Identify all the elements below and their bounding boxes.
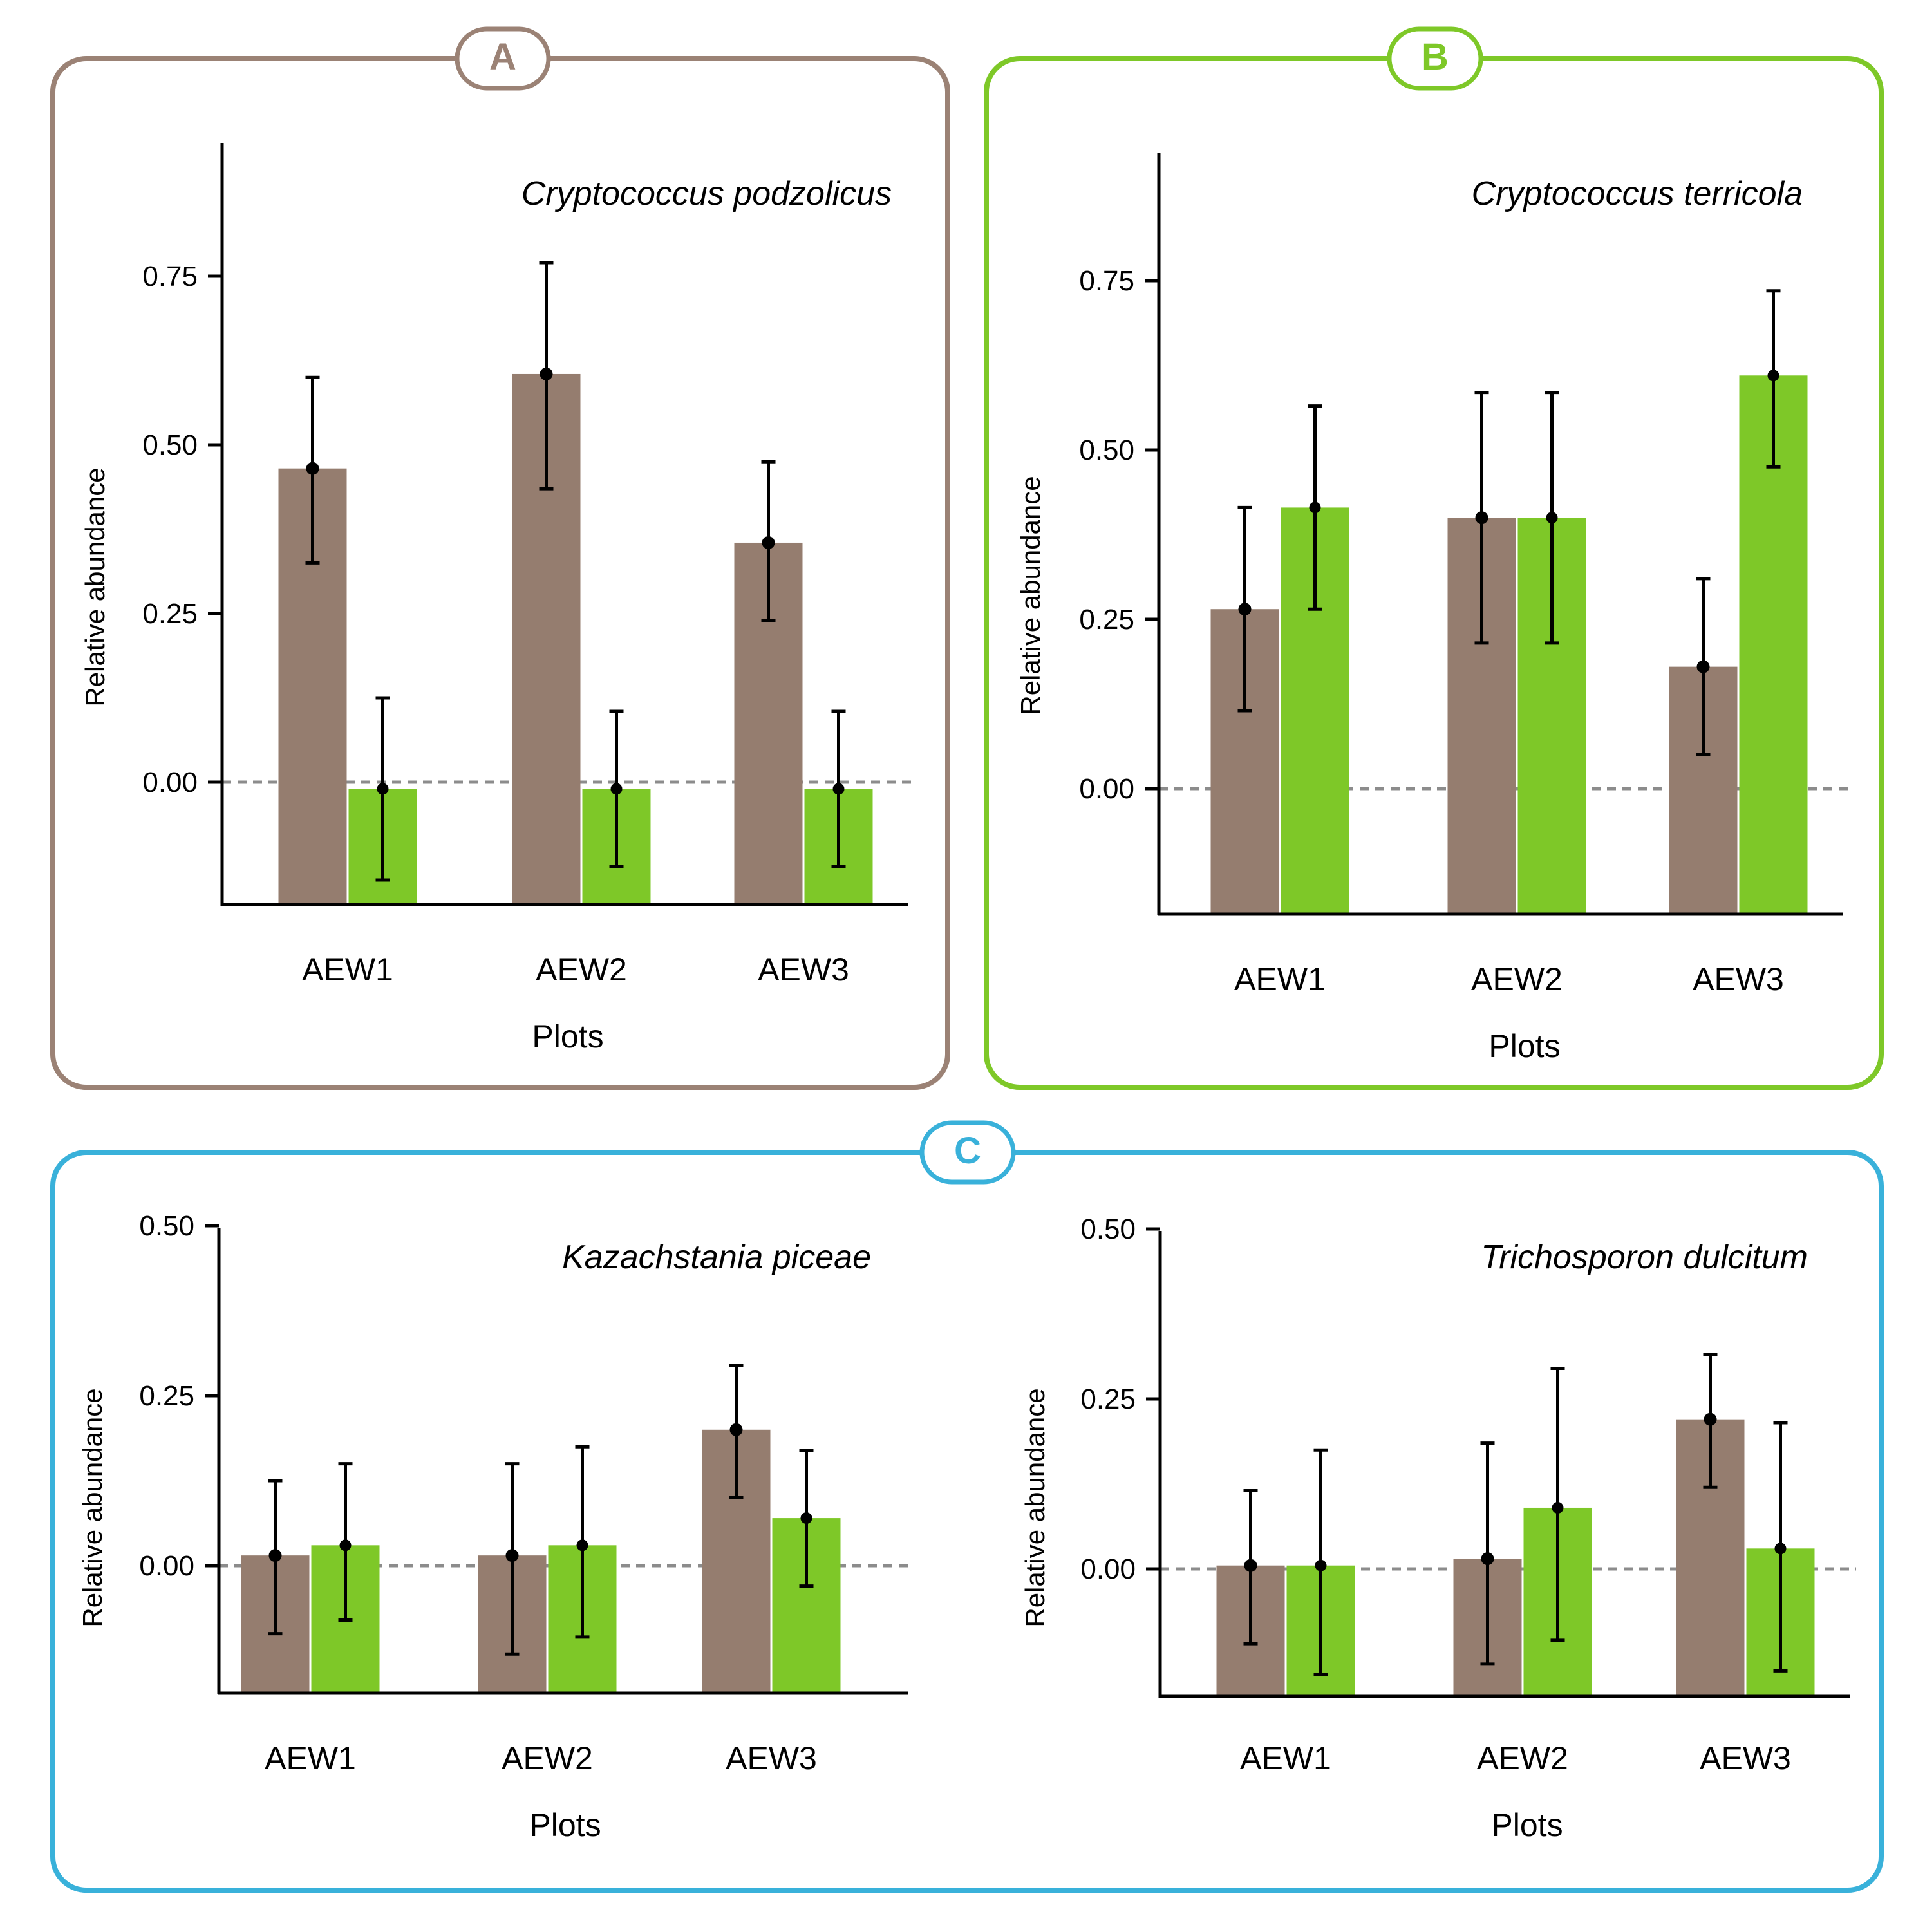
mean-point-brown-aew1: [1238, 603, 1252, 616]
mean-point-brown-aew3: [762, 536, 775, 549]
x-axis-title: Plots: [1491, 1807, 1563, 1843]
y-tick-label: 0.25: [142, 598, 198, 630]
x-category-label: AEW2: [536, 952, 627, 988]
x-category-label: AEW3: [758, 952, 849, 988]
mean-point-brown-aew3: [1704, 1412, 1717, 1426]
panel-a-letter: A: [489, 36, 516, 78]
mean-point-brown-aew1: [268, 1549, 282, 1562]
y-tick-label: 0.50: [142, 429, 198, 461]
mean-point-green-aew2: [610, 783, 623, 795]
x-axis-title: Plots: [1488, 1028, 1560, 1064]
mean-point-brown-aew3: [729, 1423, 743, 1436]
mean-point-green-aew1: [1309, 502, 1321, 514]
mean-point-green-aew3: [1774, 1543, 1787, 1555]
mean-point-green-aew3: [1767, 370, 1779, 382]
x-axis-title: Plots: [532, 1018, 603, 1055]
x-category-label: AEW2: [1471, 961, 1563, 997]
chart-cryptococcus-podzolicus: 0.00 0.25 0.50 0.75 AEW1 AEW2 AEW3 Plots Relativ…: [80, 143, 914, 1055]
mean-point-green-aew1: [339, 1539, 352, 1552]
panel-a-frame: [50, 56, 950, 1090]
x-category-label: AEW3: [726, 1740, 817, 1776]
x-category-label: AEW2: [1477, 1740, 1568, 1776]
x-axis-title: Plots: [529, 1807, 601, 1843]
x-category-label: AEW1: [1234, 961, 1326, 997]
y-tick-label: 0.00: [139, 1550, 194, 1582]
mean-point-brown-aew2: [540, 367, 553, 380]
chart-cryptococcus-terricola: 0.00 0.25 0.50 0.75 AEW1 AEW2 AEW3 Plots Relativ…: [1015, 153, 1850, 1064]
y-tick-label: 0.25: [139, 1380, 194, 1412]
mean-point-brown-aew2: [1481, 1552, 1494, 1566]
y-axis-title: Relative abundance: [1015, 476, 1046, 715]
chart-title: Kazachstania piceae: [562, 1239, 871, 1276]
panel-b-letter: B: [1422, 36, 1449, 78]
x-category-label: AEW3: [1693, 961, 1784, 997]
chart-kazachstania-piceae: 0.00 0.25 0.50 AEW1 AEW2 AEW3 Plots Relative ab…: [77, 1210, 914, 1843]
mean-point-green-aew2: [1546, 512, 1558, 524]
chart-title: Cryptococcus podzolicus: [521, 175, 892, 212]
x-category-label: AEW3: [1700, 1740, 1791, 1776]
y-tick-label: 0.00: [142, 767, 198, 798]
mean-point-green-aew3: [832, 783, 845, 795]
y-tick-label: 0.25: [1079, 604, 1134, 635]
y-tick-label: 0.50: [1079, 435, 1134, 466]
y-tick-label: 0.75: [1079, 265, 1134, 297]
panel-a-badge: A: [455, 26, 551, 91]
chart-title: Trichosporon dulcitum: [1481, 1239, 1808, 1276]
x-category-label: AEW2: [502, 1740, 593, 1776]
y-tick-label: 0.00: [1080, 1553, 1136, 1585]
y-tick-label: 0.50: [1080, 1214, 1136, 1245]
panel-b-badge: B: [1387, 26, 1483, 91]
y-tick-label: 0.75: [142, 261, 198, 292]
mean-point-green-aew2: [576, 1539, 588, 1552]
y-axis-title: Relative abundance: [1020, 1388, 1050, 1627]
y-axis-title: Relative abundance: [77, 1388, 108, 1627]
x-category-label: AEW1: [1240, 1740, 1331, 1776]
mean-point-green-aew1: [377, 783, 389, 795]
chart-title: Cryptococcus terricola: [1472, 175, 1803, 212]
mean-point-brown-aew1: [1244, 1559, 1257, 1572]
y-tick-label: 0.50: [139, 1210, 194, 1242]
panel-c-badge: C: [919, 1120, 1016, 1185]
mean-point-brown-aew3: [1696, 660, 1710, 673]
mean-point-green-aew1: [1315, 1559, 1327, 1571]
panel-c-letter: C: [954, 1130, 981, 1172]
mean-point-brown-aew1: [306, 462, 319, 475]
mean-point-brown-aew2: [505, 1549, 519, 1562]
y-tick-label: 0.25: [1080, 1383, 1136, 1415]
y-tick-label: 0.00: [1079, 773, 1134, 805]
mean-point-brown-aew2: [1475, 511, 1488, 525]
x-category-label: AEW1: [265, 1740, 356, 1776]
mean-point-green-aew2: [1552, 1501, 1564, 1514]
chart-trichosporon-dulcitum: 0.00 0.25 0.50 AEW1 AEW2 AEW3 Plots Relative ab…: [1020, 1214, 1856, 1843]
y-axis-title: Relative abundance: [80, 467, 110, 706]
mean-point-green-aew3: [800, 1512, 812, 1524]
x-category-label: AEW1: [302, 952, 393, 988]
